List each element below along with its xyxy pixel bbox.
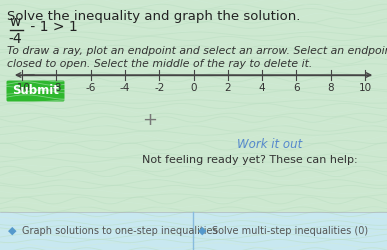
Text: -4: -4 [120,83,130,93]
Text: Work it out: Work it out [237,138,303,151]
Text: 10: 10 [358,83,372,93]
Text: 8: 8 [327,83,334,93]
FancyBboxPatch shape [7,80,65,102]
Text: -4: -4 [8,32,22,46]
Text: Solve multi-step inequalities (0): Solve multi-step inequalities (0) [212,226,368,236]
Text: -6: -6 [86,83,96,93]
Text: Solve the inequality and graph the solution.: Solve the inequality and graph the solut… [7,10,300,23]
Text: w: w [9,15,21,29]
Text: -2: -2 [154,83,164,93]
Text: 2: 2 [224,83,231,93]
Text: 4: 4 [259,83,265,93]
Text: ◆: ◆ [198,226,207,236]
Text: -10: -10 [14,83,31,93]
Text: Not feeling ready yet? These can help:: Not feeling ready yet? These can help: [142,155,358,165]
Text: To draw a ray, plot an endpoint and select an arrow. Select an endpoint to chang: To draw a ray, plot an endpoint and sele… [7,46,387,69]
Text: - 1 > 1: - 1 > 1 [26,20,78,34]
Text: ◆: ◆ [8,226,17,236]
Text: Submit: Submit [12,84,59,98]
Text: 0: 0 [190,83,197,93]
Text: Graph solutions to one-step inequalities: Graph solutions to one-step inequalities [22,226,217,236]
Text: 6: 6 [293,83,300,93]
Text: +: + [142,111,158,129]
Bar [0,212,387,250]
Text: -8: -8 [51,83,62,93]
